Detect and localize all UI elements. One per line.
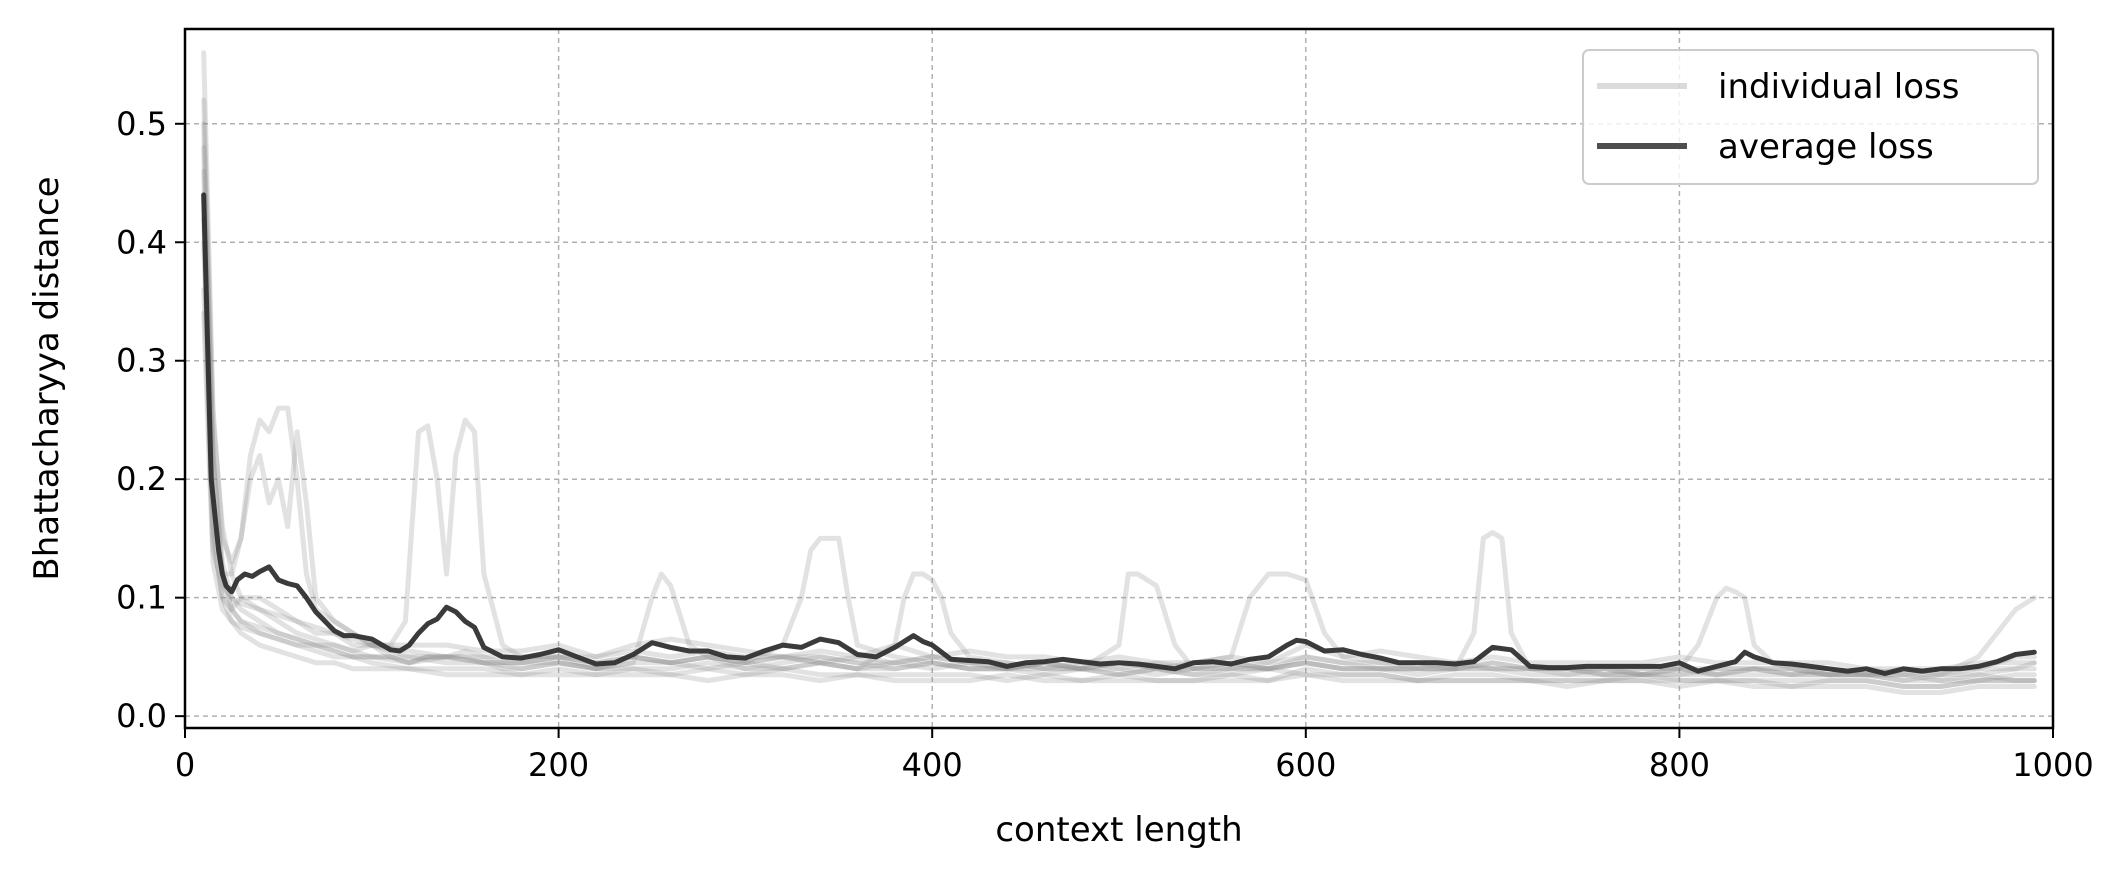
average-loss-line-path: [201, 192, 2037, 676]
y-tick-label: 0.0: [116, 697, 167, 735]
x-axis-label: context length: [995, 810, 1242, 850]
individual-loss-line: [201, 216, 2037, 695]
x-tick-label: 0: [175, 746, 195, 784]
x-tick-label: 400: [902, 746, 963, 784]
legend-box: [1582, 49, 2039, 185]
x-tick-label: 1000: [2012, 746, 2093, 784]
legend-label-average: average loss: [1718, 127, 1934, 167]
x-tick-label: 200: [528, 746, 589, 784]
individual-loss-line: [201, 239, 2037, 672]
x-tick-label: 800: [1649, 746, 1710, 784]
x-tick-label: 600: [1275, 746, 1336, 784]
y-tick-label: 0.1: [116, 579, 167, 617]
individual-loss-line: [201, 192, 2037, 689]
plot-frame: [183, 27, 2055, 730]
y-tick-label: 0.3: [116, 342, 167, 380]
individual-loss-line: [201, 121, 2037, 684]
y-axis-label: Bhattacharyya distance: [27, 176, 67, 580]
legend: individual loss average loss: [1582, 49, 2039, 185]
average-loss-line: [201, 192, 2037, 676]
y-tick-label: 0.5: [116, 105, 167, 143]
y-tick-label: 0.4: [116, 223, 167, 261]
legend-label-individual: individual loss: [1718, 67, 1960, 107]
individual-loss-line: [201, 310, 2037, 689]
individual-loss-line: [201, 97, 2037, 678]
y-tick-label: 0.2: [116, 460, 167, 498]
y-axis-ticks: 0.0 0.1 0.2 0.3 0.4 0.5: [116, 105, 185, 735]
x-axis-ticks: 0 200 400 600 800 1000: [175, 728, 2094, 784]
individual-loss-line: [201, 145, 2037, 684]
